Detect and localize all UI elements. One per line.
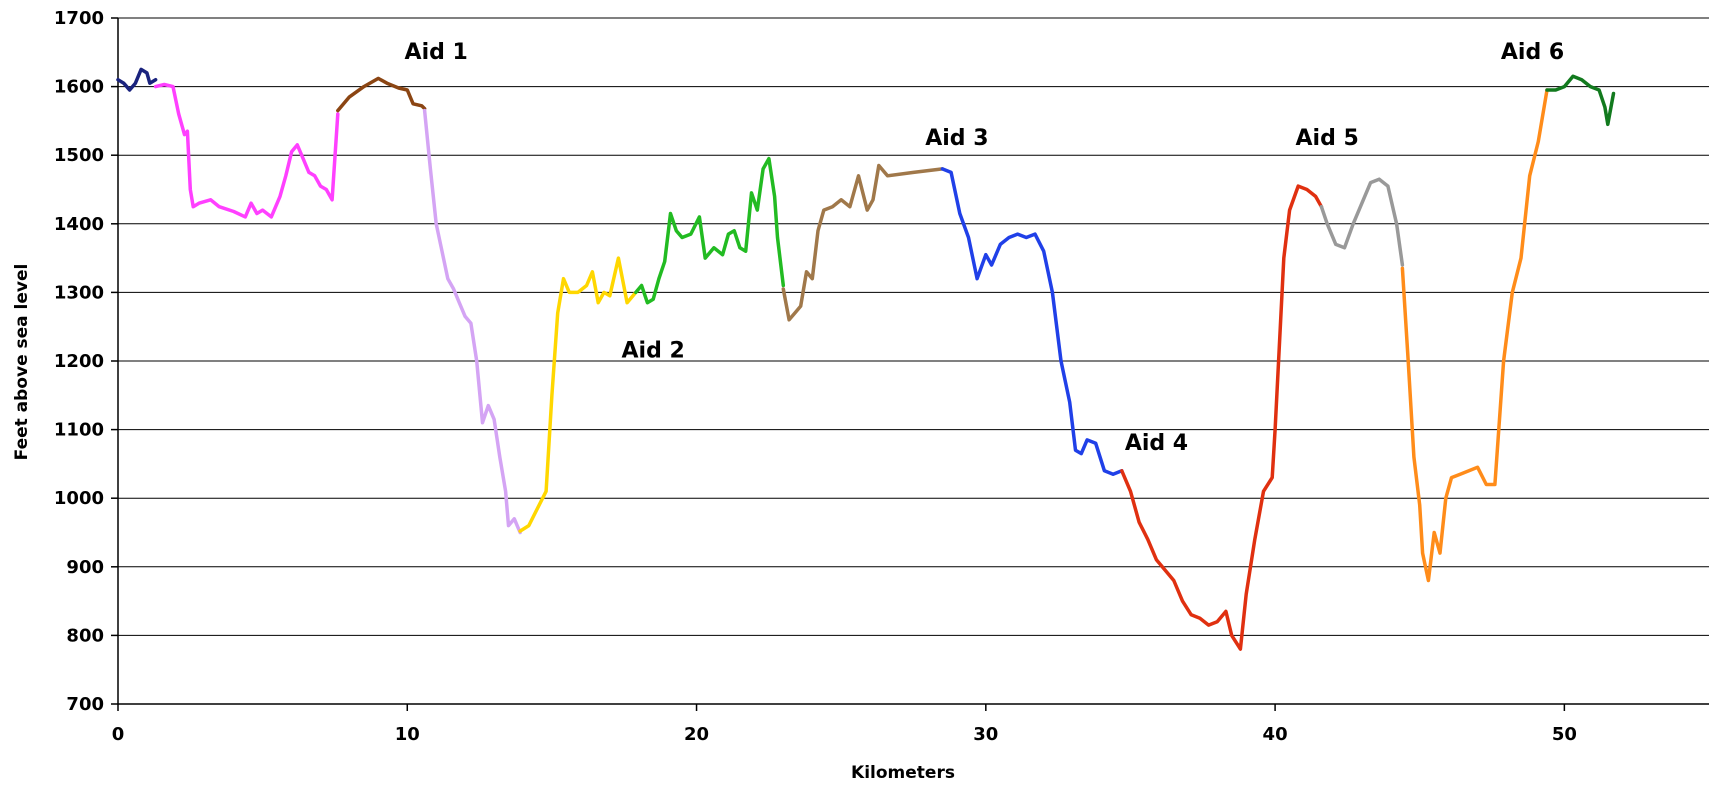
- x-tick-label: 50: [1552, 724, 1577, 745]
- gridlines: [118, 17, 1709, 636]
- elevation-segment-10: [1319, 177, 1405, 267]
- x-tick-label: 40: [1263, 724, 1288, 745]
- elevation-segment-4: [422, 108, 522, 535]
- tick-labels: 700 800 900 1000 1100 1200 1300 1400 1500 1600 170…: [54, 8, 1577, 745]
- axes: [111, 17, 1709, 711]
- elevation-series: [116, 67, 1616, 651]
- y-tick-label: 1200: [54, 351, 104, 372]
- aid-station-label: Aid 6: [1501, 40, 1564, 65]
- y-tick-label: 1300: [54, 282, 104, 303]
- aid-station-label: Aid 2: [622, 339, 685, 364]
- x-axis-title: Kilometers: [851, 763, 955, 783]
- elevation-segment-5: [518, 256, 638, 533]
- elevation-segment-6: [634, 156, 786, 305]
- y-tick-label: 800: [66, 625, 104, 646]
- y-tick-label: 1000: [54, 488, 104, 509]
- elevation-segment-3: [336, 76, 427, 113]
- y-tick-label: 1700: [54, 8, 104, 29]
- elevation-segment-8: [940, 167, 1124, 476]
- y-tick-label: 700: [66, 694, 104, 715]
- aid-station-label: Aid 5: [1296, 126, 1359, 151]
- y-tick-label: 1400: [54, 214, 104, 235]
- y-tick-label: 1500: [54, 145, 104, 166]
- y-axis-title: Feet above sea level: [12, 264, 32, 461]
- aid-station-label: Aid 3: [925, 126, 988, 151]
- y-tick-label: 900: [66, 557, 104, 578]
- x-tick-label: 30: [973, 724, 998, 745]
- aid-station-label: Aid 1: [405, 40, 468, 65]
- aid-station-labels: Aid 1 Aid 2 Aid 3 Aid 4 Aid 5 Aid 6: [405, 40, 1565, 456]
- x-tick-label: 20: [684, 724, 709, 745]
- aid-station-label: Aid 4: [1125, 431, 1188, 456]
- x-tick-label: 0: [112, 724, 125, 745]
- elevation-segment-9: [1120, 184, 1324, 651]
- y-tick-label: 1600: [54, 77, 104, 98]
- x-tick-label: 10: [395, 724, 420, 745]
- elevation-segment-2: [153, 82, 340, 219]
- elevation-segment-1: [116, 67, 158, 92]
- elevation-segment-7: [781, 163, 945, 322]
- elevation-segment-12: [1545, 74, 1616, 127]
- elevation-segment-11: [1400, 88, 1549, 583]
- y-tick-label: 1100: [54, 420, 104, 441]
